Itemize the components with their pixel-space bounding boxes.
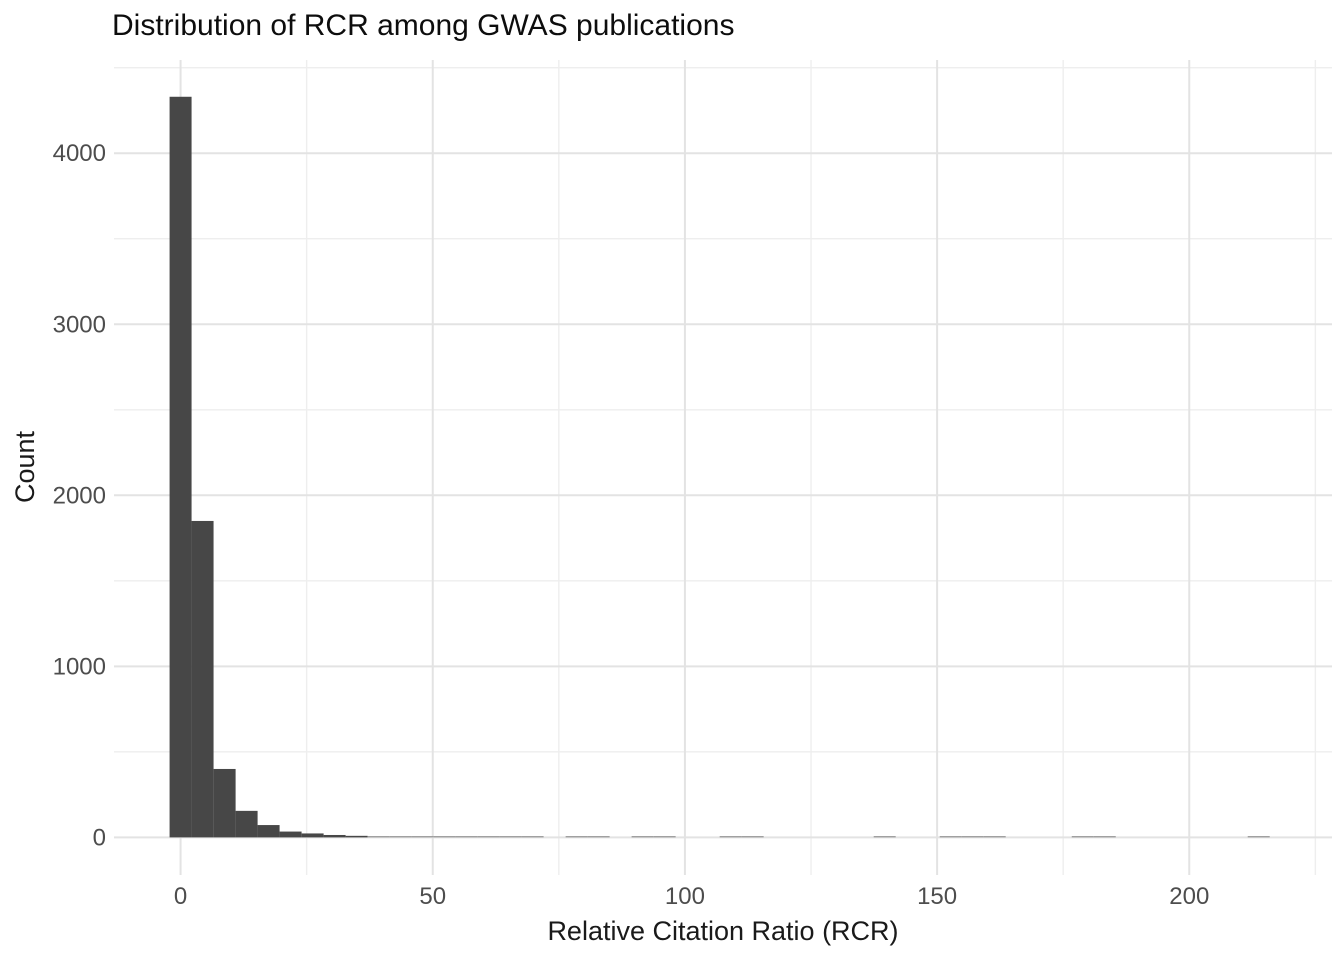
histogram-bar	[257, 825, 280, 838]
histogram-bar	[631, 836, 654, 838]
y-tick-label: 0	[93, 824, 106, 851]
histogram-bars	[169, 96, 1270, 838]
histogram-bar	[411, 836, 434, 838]
histogram-bar	[939, 836, 962, 838]
x-tick-label: 100	[665, 883, 705, 910]
y-tick-label: 1000	[53, 653, 106, 680]
histogram-bar	[213, 768, 236, 838]
y-axis-title: Count	[10, 430, 40, 503]
histogram-bar	[1093, 836, 1116, 838]
x-tick-label: 200	[1169, 883, 1209, 910]
histogram-bar	[279, 831, 302, 838]
histogram-bar	[719, 836, 742, 838]
x-tick-label: 150	[917, 883, 957, 910]
plot-title: Distribution of RCR among GWAS publicati…	[112, 9, 734, 42]
x-tick-label: 0	[174, 883, 187, 910]
histogram-bar	[301, 833, 324, 838]
x-tick-label: 50	[419, 883, 446, 910]
major-gridlines	[114, 60, 1332, 875]
x-axis-title: Relative Citation Ratio (RCR)	[547, 916, 898, 946]
y-tick-label: 4000	[53, 140, 106, 167]
histogram-bar	[587, 836, 610, 838]
histogram-bar	[235, 810, 258, 838]
histogram-bar	[389, 836, 412, 838]
histogram-bar	[565, 836, 588, 838]
y-tick-label: 3000	[53, 311, 106, 338]
histogram-bar	[499, 836, 522, 838]
histogram-bar	[741, 836, 764, 838]
histogram-bar	[1071, 836, 1094, 838]
histogram-bar	[477, 836, 500, 838]
histogram-bar	[323, 834, 346, 838]
histogram-bar	[169, 96, 192, 838]
histogram-bar	[345, 835, 368, 838]
minor-gridlines	[114, 60, 1332, 875]
histogram-bar	[367, 836, 390, 838]
histogram-bar	[653, 836, 676, 838]
x-axis-tick-labels: 0 50 100 150 200	[174, 883, 1209, 910]
y-tick-label: 2000	[53, 482, 106, 509]
y-axis-tick-labels: 0 1000 2000 3000 4000	[53, 140, 106, 851]
histogram-bar	[455, 836, 478, 838]
histogram-bar	[983, 836, 1006, 838]
histogram-bar	[961, 836, 984, 838]
histogram-bar	[1247, 836, 1270, 838]
histogram-bar	[521, 836, 544, 838]
histogram-bar	[873, 836, 896, 838]
histogram-bar	[191, 520, 214, 838]
histogram-bar	[433, 836, 456, 838]
